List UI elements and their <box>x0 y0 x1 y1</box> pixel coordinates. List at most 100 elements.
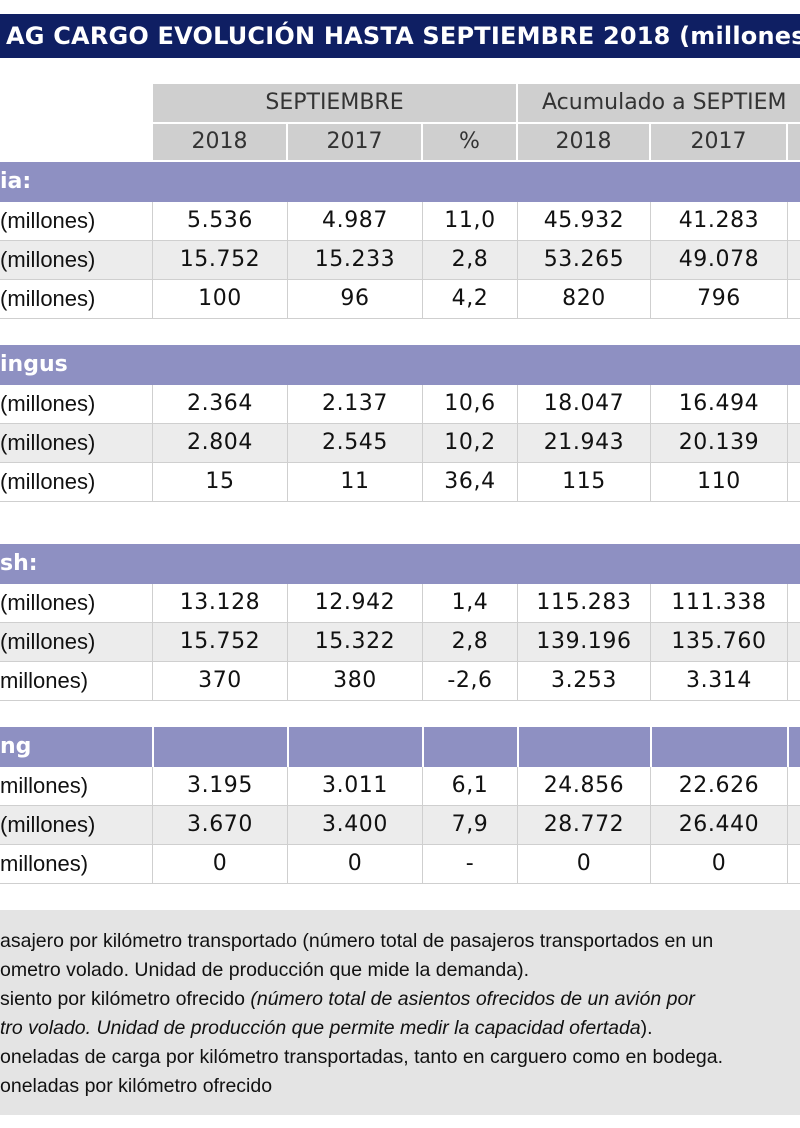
cell-percent: 11,0 <box>444 208 496 233</box>
cell-value: 370 <box>198 668 242 693</box>
table-row: (millones) 15.752 15.322 2,8 139.196 135… <box>0 623 800 662</box>
cell-value: 139.196 <box>536 629 632 654</box>
section-header: sh: <box>0 544 800 584</box>
cell-percent: 10,6 <box>444 391 496 416</box>
cell-value: 15 <box>205 469 235 494</box>
table-row: (millones) 5.536 4.987 11,0 45.932 41.28… <box>0 202 800 241</box>
footnote-line: oneladas de carga por kilómetro transpor… <box>0 1046 724 1068</box>
cell-value: 115.283 <box>536 590 632 615</box>
table-row: (millones) 15 11 36,4 115 110 <box>0 463 800 502</box>
row-label: (millones) <box>0 812 96 837</box>
cell-percent: 36,4 <box>444 469 496 494</box>
cell-value: 15.752 <box>179 247 261 272</box>
table-row: millones) 370 380 -2,6 3.253 3.314 <box>0 662 800 701</box>
section-header: ia: <box>0 162 800 202</box>
cell-value: 3.195 <box>187 773 253 798</box>
row-label: (millones) <box>0 391 96 416</box>
cell-value: 53.265 <box>543 247 625 272</box>
cell-value: 2.364 <box>187 391 253 416</box>
cell-value: 2.137 <box>322 391 388 416</box>
cell-value: 26.440 <box>678 812 760 837</box>
footnote-line: ometro volado. Unidad de producción que … <box>0 959 529 981</box>
cell-value: 111.338 <box>671 590 767 615</box>
cell-value: 3.011 <box>322 773 388 798</box>
cell-value: 3.253 <box>551 668 617 693</box>
table-row: (millones) 15.752 15.233 2,8 53.265 49.0… <box>0 241 800 280</box>
header-col-cum-2017: 2017 <box>651 124 786 160</box>
header-col-2017: 2017 <box>288 124 421 160</box>
section-header: ingus <box>0 345 800 385</box>
cell-value: 5.536 <box>187 208 253 233</box>
cell-value: 18.047 <box>543 391 625 416</box>
header-col-cum-2018: 2018 <box>518 124 649 160</box>
cell-percent: 4,2 <box>451 286 489 311</box>
row-label: (millones) <box>0 469 96 494</box>
row-label: millones) <box>0 773 89 798</box>
cell-value: 28.772 <box>543 812 625 837</box>
cell-value: 4.987 <box>322 208 388 233</box>
cell-value: 41.283 <box>678 208 760 233</box>
row-label: (millones) <box>0 629 96 654</box>
row-label: (millones) <box>0 208 96 233</box>
section-name: ia: <box>0 169 32 194</box>
cell-value: 2.804 <box>187 430 253 455</box>
row-label: (millones) <box>0 590 96 615</box>
cell-value: 820 <box>562 286 606 311</box>
row-label: millones) <box>0 668 89 693</box>
cell-value: 110 <box>697 469 741 494</box>
cell-percent: 2,8 <box>451 629 489 654</box>
cell-value: 796 <box>697 286 741 311</box>
cell-value: 135.760 <box>671 629 767 654</box>
cell-value: 96 <box>340 286 370 311</box>
table-row: (millones) 13.128 12.942 1,4 115.283 111… <box>0 584 800 623</box>
header-group-month: SEPTIEMBRE <box>153 84 516 122</box>
cell-percent: - <box>465 851 475 876</box>
table-row: (millones) 3.670 3.400 7,9 28.772 26.440 <box>0 806 800 845</box>
cell-value: 3.314 <box>686 668 752 693</box>
cell-percent: 7,9 <box>451 812 489 837</box>
section-header: ng <box>0 727 800 767</box>
cell-value: 0 <box>711 851 727 876</box>
cell-value: 3.400 <box>322 812 388 837</box>
table-row: millones) 3.195 3.011 6,1 24.856 22.626 <box>0 767 800 806</box>
cell-value: 11 <box>340 469 370 494</box>
header-group-cumulative: Acumulado a SEPTIEM <box>518 84 800 122</box>
cell-value: 0 <box>212 851 228 876</box>
cell-percent: -2,6 <box>447 668 493 693</box>
cell-percent: 1,4 <box>451 590 489 615</box>
cell-value: 20.139 <box>678 430 760 455</box>
cell-value: 13.128 <box>179 590 261 615</box>
section-name: ingus <box>0 352 68 377</box>
row-label: (millones) <box>0 286 96 311</box>
cell-value: 115 <box>562 469 606 494</box>
table-row: (millones) 2.804 2.545 10,2 21.943 20.13… <box>0 424 800 463</box>
footnotes: asajero por kilómetro transportado (núme… <box>0 910 800 1115</box>
table-row: (millones) 100 96 4,2 820 796 <box>0 280 800 319</box>
footnote-line: tro volado. Unidad de producción que per… <box>0 1017 653 1039</box>
cell-percent: 10,2 <box>444 430 496 455</box>
cell-value: 49.078 <box>678 247 760 272</box>
cell-value: 24.856 <box>543 773 625 798</box>
row-label: (millones) <box>0 430 96 455</box>
header-col-percent: % <box>423 124 516 160</box>
cell-percent: 6,1 <box>451 773 489 798</box>
cell-value: 100 <box>198 286 242 311</box>
table-row: millones) 0 0 - 0 0 <box>0 845 800 884</box>
header-col-cut <box>788 124 800 160</box>
footnote-line: siento por kilómetro ofrecido (número to… <box>0 988 695 1010</box>
report-title-bar: AG CARGO EVOLUCIÓN HASTA SEPTIEMBRE 2018… <box>0 14 800 58</box>
cell-value: 0 <box>576 851 592 876</box>
cell-value: 15.322 <box>314 629 396 654</box>
table-row: (millones) 2.364 2.137 10,6 18.047 16.49… <box>0 385 800 424</box>
row-label: (millones) <box>0 247 96 272</box>
cell-value: 22.626 <box>678 773 760 798</box>
report-title: AG CARGO EVOLUCIÓN HASTA SEPTIEMBRE 2018… <box>6 22 800 50</box>
section-name: sh: <box>0 551 38 576</box>
cell-percent: 2,8 <box>451 247 489 272</box>
cell-value: 12.942 <box>314 590 396 615</box>
cell-value: 3.670 <box>187 812 253 837</box>
cell-value: 0 <box>347 851 363 876</box>
cell-value: 15.233 <box>314 247 396 272</box>
footnote-line: oneladas por kilómetro ofrecido <box>0 1075 273 1097</box>
cell-value: 16.494 <box>678 391 760 416</box>
